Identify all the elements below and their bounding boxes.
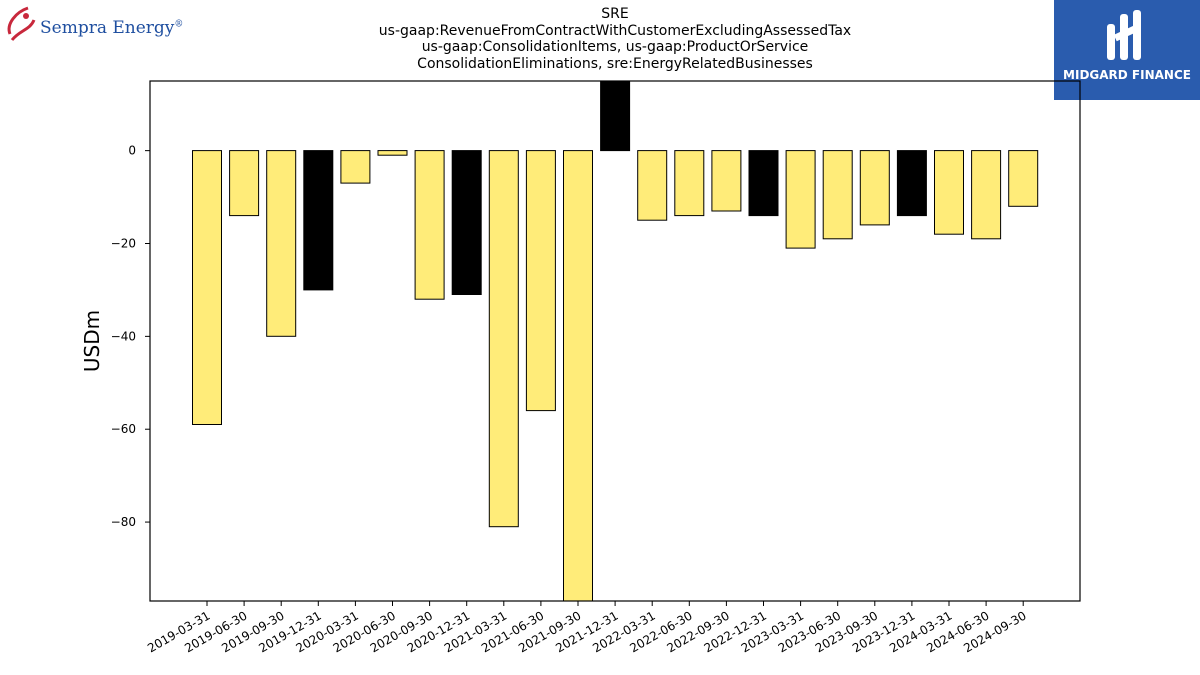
bar-2024-06-30: [971, 150, 1002, 240]
y-tick-label: −60: [111, 422, 136, 436]
bar-2022-09-30: [711, 150, 742, 212]
bar-2023-12-31: [896, 150, 927, 217]
bar-2023-09-30: [859, 150, 890, 226]
bar-2021-06-30: [525, 150, 556, 412]
bar-2020-03-31: [340, 150, 371, 184]
chart-subtitle-line-2: us-gaap:ConsolidationItems, us-gaap:Prod…: [421, 39, 809, 55]
chart-subtitle-line-1: us-gaap:RevenueFromContractWithCustomerE…: [378, 22, 852, 39]
chart-title: SRE: [601, 6, 629, 22]
bar-2020-12-31: [451, 150, 482, 295]
bar-2021-03-31: [488, 150, 519, 528]
bar-2020-09-30: [414, 150, 445, 300]
bar-2023-03-31: [785, 150, 816, 249]
bar-2019-12-31: [303, 150, 334, 291]
sempra-swirl-logo-icon: [7, 6, 36, 41]
bar-2019-09-30: [266, 150, 297, 337]
bar-2021-09-30: [563, 150, 593, 602]
y-axis-label: USDm: [80, 310, 104, 372]
midgard-finance-logo: MIDGARD FINANCE: [1054, 0, 1200, 100]
bar-2019-06-30: [229, 150, 260, 217]
bar-2020-06-30: [377, 150, 408, 156]
y-tick-label: −80: [111, 515, 136, 529]
y-tick-label: −20: [111, 237, 136, 251]
midgard-finance-name: MIDGARD FINANCE: [1063, 68, 1191, 82]
x-axis: 2019-03-312019-06-302019-09-302019-12-31…: [145, 601, 1029, 655]
sempra-energy-logo: Sempra Energy®: [4, 4, 184, 48]
midgard-m-logo-icon: [1107, 10, 1141, 60]
bar-2022-03-31: [637, 150, 668, 221]
bar-2023-06-30: [822, 150, 853, 240]
bars-group: [192, 80, 1039, 602]
bar-2022-12-31: [748, 150, 779, 217]
bar-2024-09-30: [1008, 150, 1039, 207]
y-axis: 0 −20 −40 −60 −80: [111, 144, 150, 529]
bar-2022-06-30: [674, 150, 705, 217]
bar-2021-12-31: [600, 80, 631, 152]
y-tick-label: 0: [128, 144, 136, 158]
bar-2019-03-31: [192, 150, 222, 425]
bar-2024-03-31: [934, 150, 964, 235]
chart-subtitle-line-3: ConsolidationEliminations, sre:EnergyRel…: [417, 55, 813, 72]
sempra-energy-name: Sempra Energy®: [40, 18, 184, 38]
y-tick-label: −40: [111, 329, 136, 343]
